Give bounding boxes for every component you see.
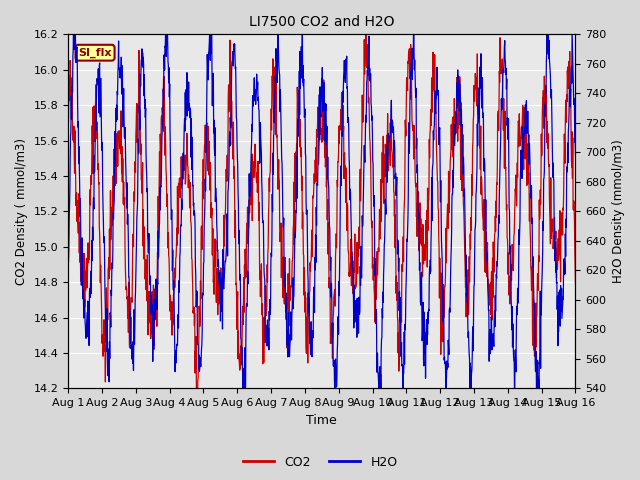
Y-axis label: CO2 Density ( mmol/m3): CO2 Density ( mmol/m3) [15, 138, 28, 285]
Legend: CO2, H2O: CO2, H2O [237, 451, 403, 474]
Title: LI7500 CO2 and H2O: LI7500 CO2 and H2O [249, 15, 395, 29]
X-axis label: Time: Time [307, 414, 337, 427]
Y-axis label: H2O Density (mmol/m3): H2O Density (mmol/m3) [612, 140, 625, 283]
Text: SI_flx: SI_flx [78, 48, 112, 58]
